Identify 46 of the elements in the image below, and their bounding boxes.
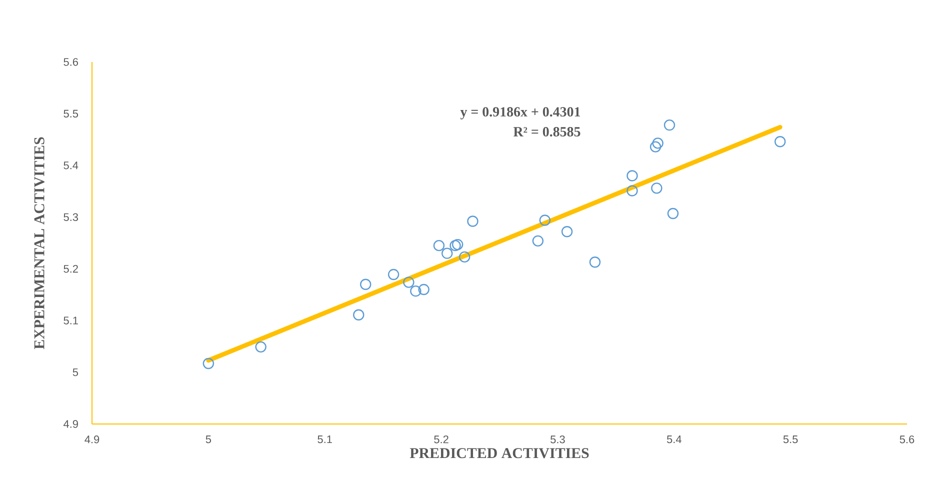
- y-tick-label: 5.5: [64, 110, 78, 118]
- point: [539, 214, 551, 226]
- point: [450, 240, 461, 252]
- x-axis-title: PREDICTED ACTIVITIES: [410, 448, 589, 458]
- point: [652, 138, 664, 149]
- point: [589, 256, 601, 268]
- x-tick-label: 5.4: [666, 436, 682, 444]
- point: [626, 185, 638, 196]
- point: [433, 240, 445, 252]
- x-tick-label: 5: [206, 436, 212, 444]
- y-tick-label: 5: [72, 368, 78, 376]
- point: [418, 284, 430, 296]
- x-tick-label: 5.1: [318, 436, 332, 444]
- point: [353, 309, 364, 320]
- point: [255, 341, 266, 353]
- point: [388, 268, 400, 280]
- annotation: R² = 0.8585: [513, 127, 580, 137]
- point: [667, 208, 679, 220]
- y-tick-label: 5.3: [64, 213, 78, 222]
- y-tick-label: 5.2: [64, 264, 78, 273]
- y-tick-label: 5.4: [64, 162, 78, 170]
- y-tick-label: 4.9: [64, 420, 78, 428]
- point: [458, 251, 470, 263]
- x-tick-label: 4.9: [84, 436, 100, 444]
- point: [410, 285, 422, 297]
- y-tick-label: 5.6: [64, 58, 78, 66]
- point: [202, 358, 214, 370]
- point: [532, 235, 544, 247]
- point: [442, 248, 453, 259]
- x-tick-label: 5.6: [900, 436, 914, 444]
- point: [452, 238, 464, 250]
- x-tick-label: 5.3: [550, 436, 565, 444]
- x-tick-label: 5.5: [783, 436, 798, 444]
- x-tick-label: 5.2: [434, 436, 448, 444]
- point: [403, 276, 414, 288]
- y-tick-label: 5.1: [64, 316, 78, 324]
- annotation: y = 0.9186x + 0.4301: [460, 107, 580, 120]
- point: [774, 136, 786, 148]
- point: [651, 182, 662, 194]
- point: [626, 170, 638, 182]
- point: [561, 226, 573, 238]
- point: [650, 141, 662, 152]
- y-axis-title: EXPERIMENTAL ACTIVITIES: [34, 137, 44, 350]
- point: [360, 278, 372, 290]
- point: [664, 119, 676, 131]
- point: [467, 216, 478, 227]
